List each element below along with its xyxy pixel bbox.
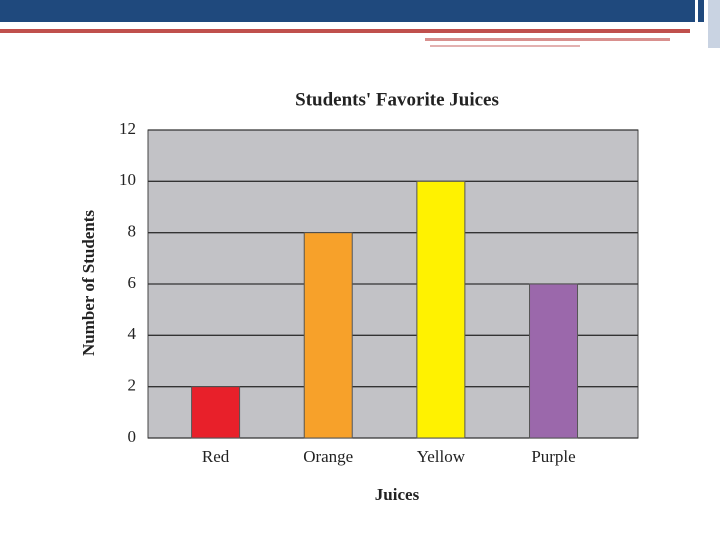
header-band-piece bbox=[708, 0, 720, 48]
x-tick-label: Purple bbox=[531, 447, 575, 466]
y-tick-label: 6 bbox=[128, 273, 137, 292]
bar bbox=[303, 232, 353, 439]
y-axis-label: Number of Students bbox=[79, 210, 98, 356]
header-line bbox=[425, 38, 670, 41]
y-tick-label: 0 bbox=[128, 427, 137, 446]
x-tick-label: Orange bbox=[303, 447, 353, 466]
bar bbox=[191, 386, 241, 439]
y-tick-label: 10 bbox=[119, 170, 136, 189]
header-line bbox=[430, 45, 580, 47]
header-band bbox=[0, 0, 695, 22]
y-tick-label: 12 bbox=[119, 119, 136, 138]
x-tick-label: Yellow bbox=[417, 447, 466, 466]
x-tick-label: Red bbox=[202, 447, 230, 466]
header-line bbox=[0, 29, 690, 33]
x-axis-label: Juices bbox=[375, 485, 420, 504]
bar bbox=[529, 283, 579, 439]
y-tick-label: 8 bbox=[128, 222, 137, 241]
y-tick-label: 4 bbox=[128, 324, 137, 343]
y-tick-label: 2 bbox=[128, 376, 137, 395]
bar bbox=[416, 180, 466, 439]
chart-title: Students' Favorite Juices bbox=[295, 89, 499, 110]
header-band-piece bbox=[698, 0, 704, 22]
